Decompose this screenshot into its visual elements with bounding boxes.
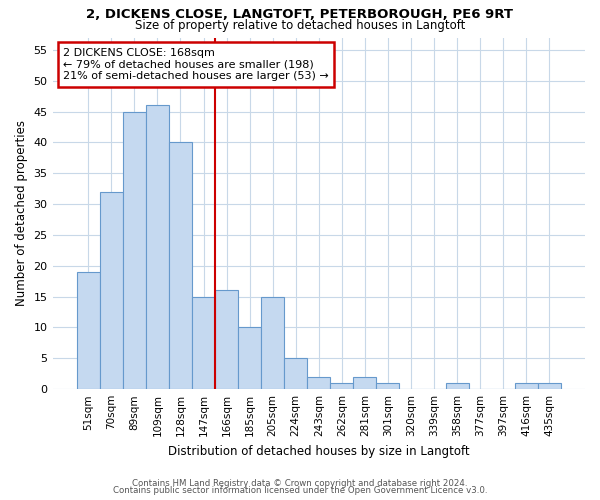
Text: 2 DICKENS CLOSE: 168sqm
← 79% of detached houses are smaller (198)
21% of semi-d: 2 DICKENS CLOSE: 168sqm ← 79% of detache… [63, 48, 329, 82]
Bar [261, 296, 284, 389]
Bar [169, 142, 192, 389]
Bar [100, 192, 123, 389]
Bar [376, 383, 400, 389]
Y-axis label: Number of detached properties: Number of detached properties [15, 120, 28, 306]
Bar [284, 358, 307, 389]
Text: Size of property relative to detached houses in Langtoft: Size of property relative to detached ho… [135, 19, 465, 32]
Bar [215, 290, 238, 389]
Bar [77, 272, 100, 389]
Text: Contains public sector information licensed under the Open Government Licence v3: Contains public sector information licen… [113, 486, 487, 495]
Bar [238, 328, 261, 389]
Bar [538, 383, 561, 389]
Bar [330, 383, 353, 389]
Bar [192, 296, 215, 389]
Bar [353, 377, 376, 389]
Bar [446, 383, 469, 389]
X-axis label: Distribution of detached houses by size in Langtoft: Distribution of detached houses by size … [168, 444, 470, 458]
Bar [146, 106, 169, 389]
Bar [515, 383, 538, 389]
Bar [307, 377, 330, 389]
Text: 2, DICKENS CLOSE, LANGTOFT, PETERBOROUGH, PE6 9RT: 2, DICKENS CLOSE, LANGTOFT, PETERBOROUGH… [86, 8, 514, 20]
Text: Contains HM Land Registry data © Crown copyright and database right 2024.: Contains HM Land Registry data © Crown c… [132, 478, 468, 488]
Bar [123, 112, 146, 389]
